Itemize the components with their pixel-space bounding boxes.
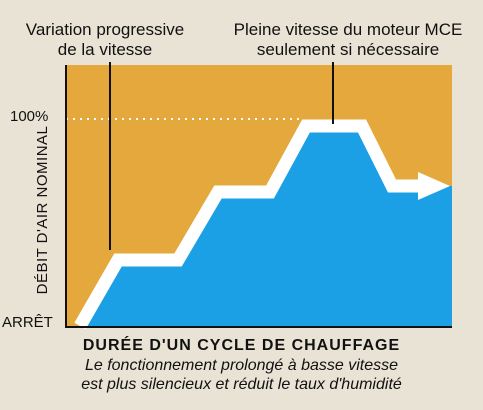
annotation-progressive-speed: Variation progressive de la vitesse xyxy=(25,20,185,59)
caption: Le fonctionnement prolongé à basse vites… xyxy=(81,357,402,393)
y-tick-stop: ARRÊT xyxy=(2,314,53,331)
arrow-head xyxy=(418,172,450,200)
airflow-area xyxy=(76,126,452,326)
y-axis-label: DÉBIT D'AIR NOMINAL xyxy=(34,125,51,295)
airflow-line xyxy=(74,119,420,330)
x-axis-label: DURÉE D'UN CYCLE DE CHAUFFAGE xyxy=(82,337,401,354)
y-tick-100: 100% xyxy=(10,108,49,125)
annotation-full-speed: Pleine vitesse du moteur MCE seulement s… xyxy=(233,20,463,59)
